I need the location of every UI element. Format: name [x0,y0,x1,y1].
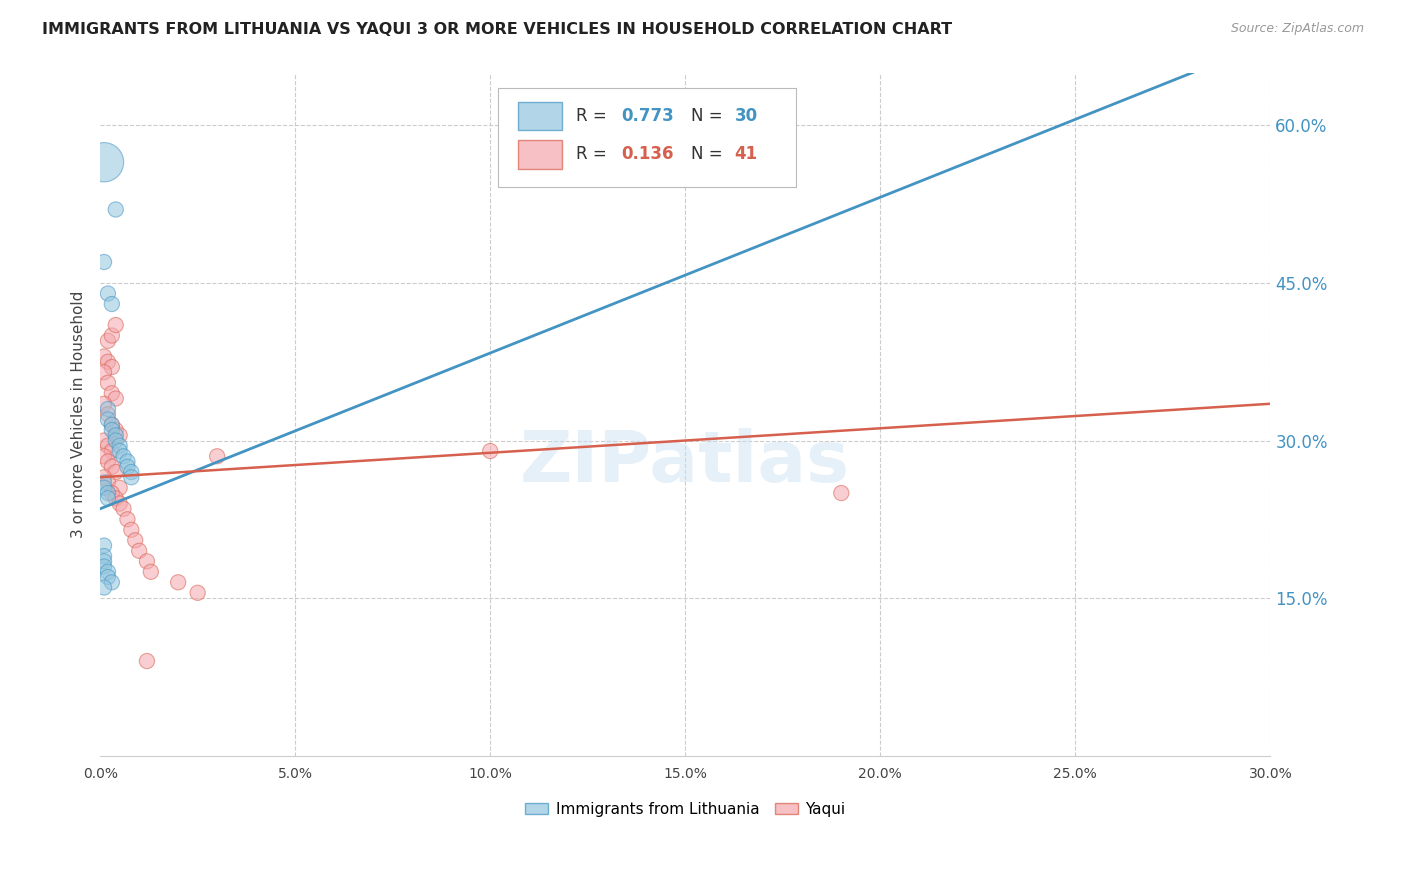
Point [93,434,115,448]
Text: 0.136: 0.136 [621,145,673,163]
Point [120,523,142,537]
Point [136,654,159,668]
Point [93,549,115,563]
Text: IMMIGRANTS FROM LITHUANIA VS YAQUI 3 OR MORE VEHICLES IN HOUSEHOLD CORRELATION C: IMMIGRANTS FROM LITHUANIA VS YAQUI 3 OR … [42,22,952,37]
Point [117,512,139,526]
Bar [517,140,562,169]
Point [93,559,115,574]
Point [136,554,159,568]
Point [97,407,120,421]
Point [93,581,115,595]
Point [101,359,124,374]
Point [101,417,124,432]
Text: Source: ZipAtlas.com: Source: ZipAtlas.com [1230,22,1364,36]
Point [205,450,228,464]
Point [117,454,139,468]
Point [108,481,131,495]
Point [101,459,124,474]
Text: ZIPatlas: ZIPatlas [520,427,851,497]
Point [101,575,124,590]
Point [104,491,127,506]
Point [93,350,115,364]
Legend: Immigrants from Lithuania, Yaqui: Immigrants from Lithuania, Yaqui [519,796,852,823]
Point [93,539,115,553]
Point [104,465,127,479]
Point [97,570,120,584]
Point [128,543,150,558]
Point [97,402,120,417]
FancyBboxPatch shape [498,88,796,187]
Point [93,365,115,379]
Bar [517,102,562,130]
Point [101,444,124,458]
Point [97,454,120,468]
Point [830,486,852,500]
Point [101,386,124,401]
Point [120,465,142,479]
Point [108,444,131,458]
Point [187,586,209,600]
Text: N =: N = [692,145,728,163]
Text: R =: R = [576,145,613,163]
Point [93,255,115,269]
Point [104,428,127,442]
Point [124,533,146,548]
Point [93,470,115,484]
Text: 41: 41 [734,145,758,163]
Point [101,297,124,311]
Point [93,450,115,464]
Point [101,423,124,437]
Point [104,434,127,448]
Point [104,202,127,217]
Point [139,565,162,579]
Point [93,475,115,490]
Point [97,286,120,301]
Y-axis label: 3 or more Vehicles in Household: 3 or more Vehicles in Household [72,291,86,538]
Point [108,497,131,511]
Point [93,397,115,411]
Point [104,392,127,406]
Point [108,439,131,453]
Point [97,475,120,490]
Point [97,412,120,426]
Point [97,565,120,579]
Point [97,376,120,390]
Point [104,318,127,332]
Point [117,459,139,474]
Point [93,155,115,169]
Point [97,439,120,453]
Text: N =: N = [692,107,728,125]
Point [101,328,124,343]
Point [120,470,142,484]
Point [93,554,115,568]
Point [97,355,120,369]
Point [93,481,115,495]
Point [97,491,120,506]
Point [479,444,502,458]
Point [97,486,120,500]
Point [112,450,135,464]
Text: 30: 30 [734,107,758,125]
Point [108,428,131,442]
Text: 0.773: 0.773 [621,107,673,125]
Point [101,486,124,500]
Text: R =: R = [576,107,613,125]
Point [104,423,127,437]
Point [167,575,190,590]
Point [97,334,120,348]
Point [112,501,135,516]
Point [101,417,124,432]
